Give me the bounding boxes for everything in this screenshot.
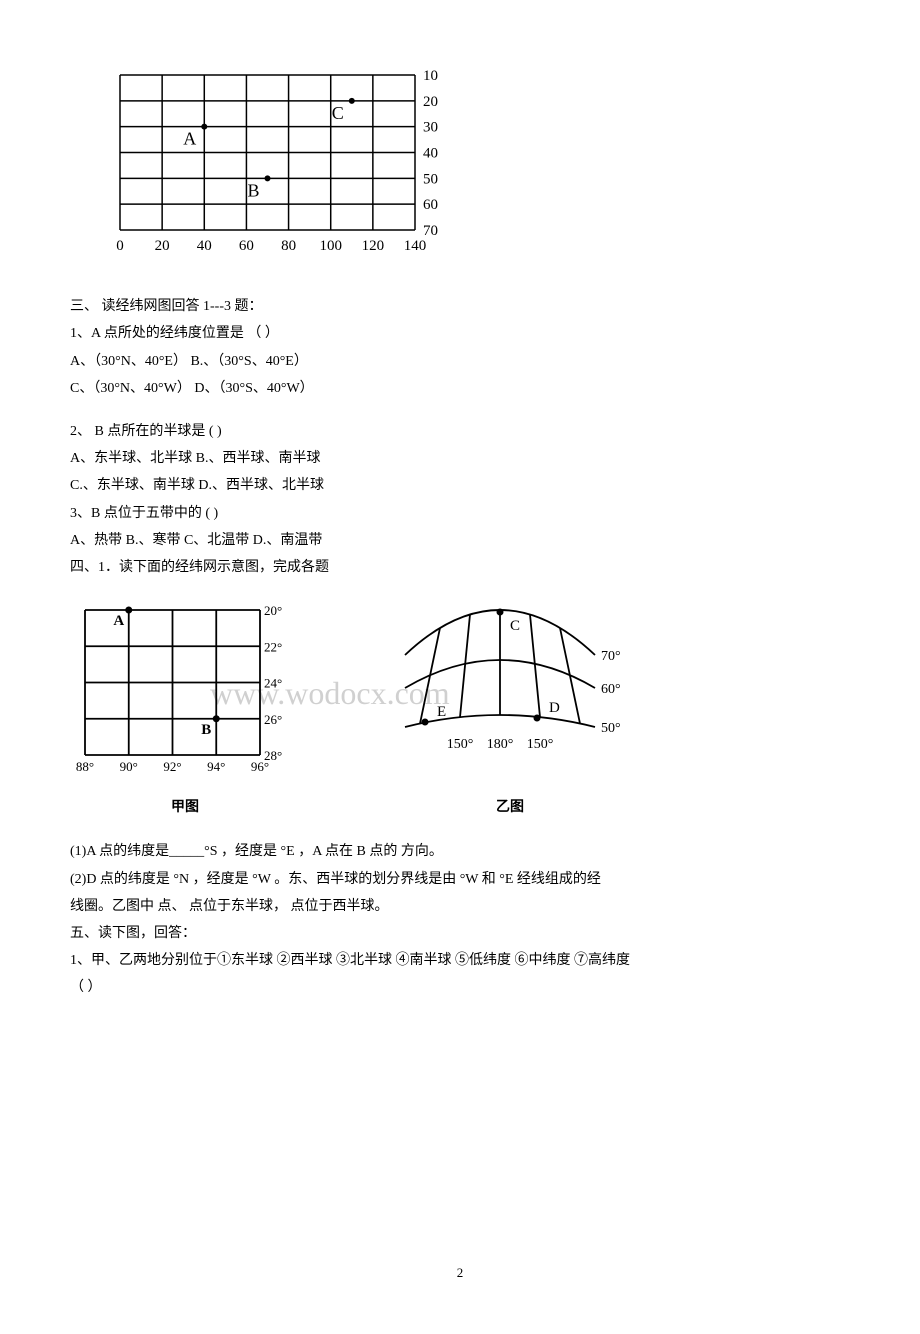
svg-text:94°: 94° xyxy=(207,759,225,774)
svg-text:30: 30 xyxy=(423,120,438,136)
q5-1b: （ ） xyxy=(70,975,850,1000)
svg-text:B: B xyxy=(201,722,211,738)
svg-text:D: D xyxy=(549,700,560,716)
svg-text:60: 60 xyxy=(239,238,254,254)
svg-text:24°: 24° xyxy=(264,676,282,691)
svg-text:0: 0 xyxy=(116,238,124,254)
svg-text:40: 40 xyxy=(423,146,438,162)
q4-2a: (2)D 点的纬度是 °N ，经度是 °W 。东、西半球的划分界线是由 °W 和… xyxy=(70,867,850,892)
svg-text:70°: 70° xyxy=(601,649,621,664)
svg-text:C: C xyxy=(332,103,344,123)
svg-text:60°: 60° xyxy=(601,682,621,697)
section-4-questions: (1)A 点的纬度是_____°S ，经度是 °E ，A 点在 B 点的 方向。… xyxy=(70,839,850,1000)
q2-opt-cd: C.、东半球、南半球 D.、西半球、北半球 xyxy=(70,473,850,498)
q2-text: 2、 B 点所在的半球是 ( ) xyxy=(70,419,850,444)
svg-text:150°: 150° xyxy=(527,737,554,752)
q4-1: (1)A 点的纬度是_____°S ，经度是 °E ，A 点在 B 点的 方向。 xyxy=(70,839,850,864)
q2-opt-ab: A、东半球、北半球 B.、西半球、南半球 xyxy=(70,446,850,471)
page-number: 2 xyxy=(70,1261,850,1284)
svg-text:120: 120 xyxy=(362,238,385,254)
svg-text:A: A xyxy=(113,613,124,629)
svg-text:100: 100 xyxy=(319,238,342,254)
svg-text:40: 40 xyxy=(197,238,212,254)
svg-text:50°: 50° xyxy=(601,721,621,736)
q5-1: 1、甲、乙两地分别位于①东半球 ②西半球 ③北半球 ④南半球 ⑤低纬度 ⑥中纬度… xyxy=(70,948,850,973)
q1-opt-cd: C、（30°N、40°W） D、（30°S、40°W） xyxy=(70,376,850,401)
svg-text:C: C xyxy=(510,618,520,634)
q3-opts: A、热带 B.、寒带 C、北温带 D.、南温带 xyxy=(70,528,850,553)
svg-text:10: 10 xyxy=(423,70,438,84)
svg-text:150°: 150° xyxy=(447,737,474,752)
svg-text:20: 20 xyxy=(423,94,438,110)
section-3-title: 三、 读经纬网图回答 1---3 题： xyxy=(70,294,850,319)
svg-text:20: 20 xyxy=(155,238,170,254)
svg-text:88°: 88° xyxy=(76,759,94,774)
section-4-title: 四、1．读下面的经纬网示意图，完成各题 xyxy=(70,555,850,580)
q1-text: 1、A 点所处的经纬度位置是 （ ） xyxy=(70,321,850,346)
svg-text:20°: 20° xyxy=(264,603,282,618)
svg-text:22°: 22° xyxy=(264,639,282,654)
svg-text:26°: 26° xyxy=(264,712,282,727)
svg-text:90°: 90° xyxy=(120,759,138,774)
q3-text: 3、B 点位于五带中的 ( ) xyxy=(70,501,850,526)
svg-text:E: E xyxy=(437,704,446,720)
figure-jia-container: 88°90°92°94°96°20°22°24°26°28°AB 甲图 xyxy=(70,600,300,819)
svg-text:70: 70 xyxy=(423,223,438,239)
section-5-title: 五、读下图，回答： xyxy=(70,921,850,946)
q1-opt-ab: A、（30°N、40°E） B.、（30°S、40°E） xyxy=(70,349,850,374)
figure-1-grid: 0 20 40 60 80 100 120 140 10 20 30 40 50 60 70 A B C xyxy=(110,70,850,279)
svg-text:92°: 92° xyxy=(163,759,181,774)
figure-yi-container: 70° 60° 50° 150° 180° 150° C E D 乙图 xyxy=(380,600,640,819)
svg-text:B: B xyxy=(247,180,259,200)
figure-yi-caption: 乙图 xyxy=(380,794,640,819)
figure-jia-caption: 甲图 xyxy=(70,794,300,819)
svg-text:180°: 180° xyxy=(487,737,514,752)
svg-text:50: 50 xyxy=(423,171,438,187)
section-3: 三、 读经纬网图回答 1---3 题： 1、A 点所处的经纬度位置是 （ ） A… xyxy=(70,294,850,580)
svg-text:28°: 28° xyxy=(264,748,282,763)
svg-text:A: A xyxy=(183,129,196,149)
figure-row: 88°90°92°94°96°20°22°24°26°28°AB 甲图 70°6… xyxy=(70,600,850,819)
svg-text:60: 60 xyxy=(423,197,438,213)
q4-2b: 线圈。乙图中 点、 点位于东半球， 点位于西半球。 xyxy=(70,894,850,919)
svg-text:140: 140 xyxy=(404,238,427,254)
svg-text:80: 80 xyxy=(281,238,296,254)
